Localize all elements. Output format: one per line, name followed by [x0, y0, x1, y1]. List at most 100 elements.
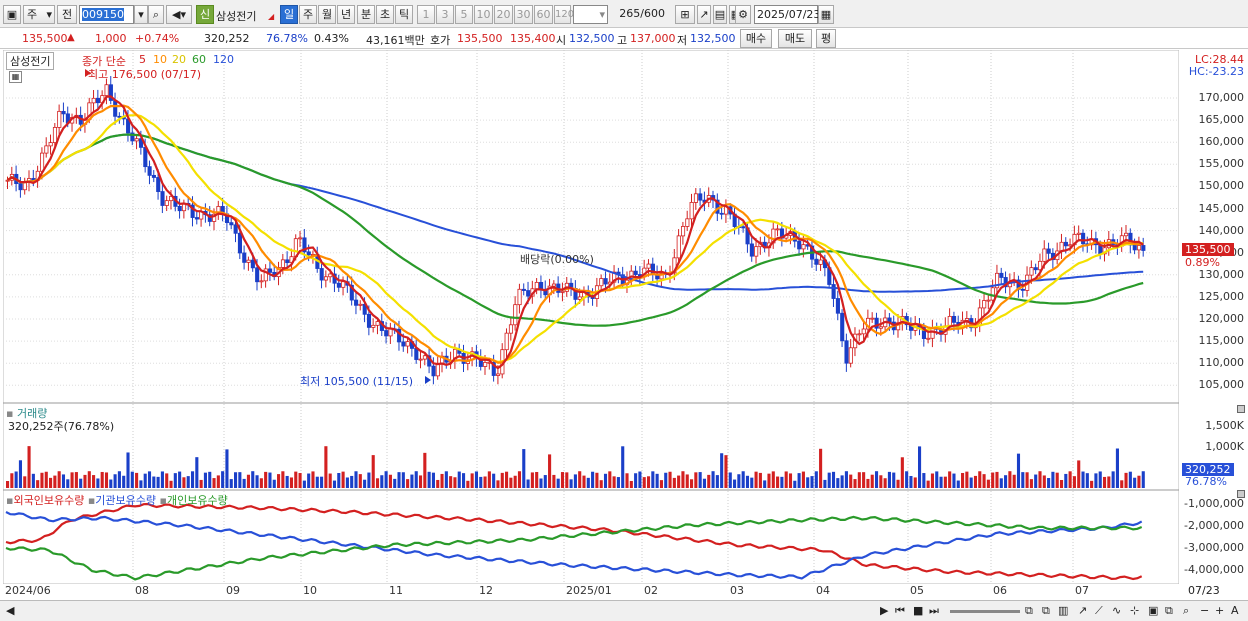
sell-button[interactable]: 매도 — [778, 29, 812, 48]
crosshair-icon[interactable]: ⊹ — [1130, 604, 1140, 617]
tab-tick[interactable]: 틱 — [395, 5, 413, 24]
quote-change-pct: +0.74% — [135, 32, 180, 45]
trend-line-icon[interactable]: ⟋ — [1095, 604, 1103, 617]
volume-bar — [956, 480, 960, 488]
volume-bar — [457, 471, 461, 488]
interval-60[interactable]: 60 — [534, 5, 553, 24]
volume-bar — [638, 471, 642, 488]
volume-bar — [14, 471, 18, 488]
interval-10[interactable]: 10 — [474, 5, 493, 24]
zoom-slider[interactable] — [950, 610, 1020, 613]
volume-bar — [965, 471, 969, 488]
zoom-out-icon[interactable]: − — [1200, 604, 1210, 617]
tab-day[interactable]: 일 — [280, 5, 298, 24]
stock-code-input[interactable]: 009150 — [79, 5, 134, 24]
candle-body — [358, 303, 363, 306]
chart-layout-icon[interactable]: ▥ — [1058, 604, 1069, 617]
candle-body — [134, 138, 139, 142]
trend-up-icon[interactable]: ↗ — [1078, 604, 1088, 617]
gear-icon[interactable]: ⚙ — [735, 5, 751, 24]
interval-20[interactable]: 20 — [494, 5, 513, 24]
copy-icon[interactable]: ⧉ — [1025, 604, 1033, 617]
interval-3[interactable]: 3 — [436, 5, 454, 24]
image-icon[interactable]: ▣ — [1148, 604, 1159, 617]
candle-body — [560, 290, 565, 293]
x-axis-label: 2024/06 — [5, 584, 51, 597]
buy-button[interactable]: 매수 — [740, 29, 772, 48]
candle-body — [878, 326, 883, 329]
volume-bar — [44, 471, 48, 488]
search-icon[interactable]: ⌕ — [148, 5, 164, 24]
margin-badge: 신 — [196, 5, 214, 24]
volume-bar — [801, 471, 805, 488]
candle-body — [818, 259, 823, 265]
volume-tag-pct: 76.78% — [1185, 475, 1227, 488]
calendar-icon[interactable]: ▦ — [818, 5, 834, 24]
tab-week[interactable]: 주 — [299, 5, 317, 24]
grid-toggle-icon[interactable]: ▦ — [9, 71, 22, 83]
tab-minute[interactable]: 분 — [357, 5, 375, 24]
tab-month[interactable]: 월 — [318, 5, 336, 24]
candle-body — [517, 288, 522, 306]
volume-bar — [1081, 471, 1085, 488]
draw-tool-icon[interactable]: ↗ — [697, 5, 711, 24]
speaker-icon[interactable]: ◀▾ — [166, 5, 192, 24]
search-icon[interactable]: ⌕ — [1183, 604, 1190, 617]
volume-bar — [70, 472, 74, 488]
candle-body — [414, 348, 419, 360]
tab-second[interactable]: 초 — [376, 5, 394, 24]
volume-bar — [831, 471, 836, 488]
candle-body — [328, 273, 333, 278]
eval-button[interactable]: 평 — [816, 29, 836, 48]
custom-interval-select[interactable]: ▾ — [573, 5, 608, 24]
volume-bar — [406, 479, 410, 488]
candle-body — [91, 97, 96, 104]
volume-bar — [599, 480, 603, 488]
volume-bar — [492, 473, 496, 488]
candle-body — [646, 263, 651, 269]
volume-bar — [173, 473, 177, 488]
volume-bar — [694, 472, 698, 488]
volume-bar — [268, 472, 272, 488]
candle-body — [48, 142, 53, 147]
save-icon[interactable]: ▤ — [713, 5, 727, 24]
window-menu-icon[interactable]: ▣ — [3, 5, 21, 24]
code-dropdown-icon[interactable]: ▾ — [134, 5, 148, 24]
candle-body — [982, 300, 987, 309]
volume-bar — [1012, 474, 1016, 488]
pane-close-icon[interactable] — [1237, 490, 1245, 498]
period-select[interactable]: 주 ▾ — [23, 5, 55, 24]
bid-price: 135,400 — [510, 32, 556, 45]
layout-icon[interactable]: ⧉ — [1042, 604, 1050, 617]
volume-bar — [337, 473, 341, 488]
zoom-in-icon[interactable]: + — [1215, 604, 1225, 617]
copy-chart-icon[interactable]: ⧉ — [1165, 604, 1173, 617]
volume-bar — [96, 478, 100, 488]
volume-bar — [836, 478, 840, 488]
pane-close-icon[interactable] — [1237, 405, 1245, 413]
volume-bar — [36, 480, 40, 488]
date-input[interactable]: 2025/07/23 — [754, 5, 820, 24]
interval-30[interactable]: 30 — [514, 5, 533, 24]
rewind-icon[interactable]: ⏮ — [895, 604, 905, 617]
price-chart[interactable] — [3, 50, 1179, 584]
interval-5[interactable]: 5 — [455, 5, 473, 24]
fast-forward-icon[interactable]: ⏭ — [929, 604, 939, 617]
volume-bar — [496, 480, 500, 488]
chart-type-icon[interactable]: ⊞ — [675, 5, 695, 24]
volume-bar — [780, 476, 784, 488]
interval-120[interactable]: 120 — [554, 5, 574, 24]
scroll-left-icon[interactable]: ◀ — [6, 604, 15, 617]
stop-icon[interactable]: ■ — [913, 604, 924, 617]
volume-bar — [100, 471, 104, 488]
low-label: 저 — [677, 34, 688, 47]
wave-icon[interactable]: ∿ — [1112, 604, 1122, 617]
tab-year[interactable]: 년 — [337, 5, 355, 24]
bar-count[interactable]: 265/600 — [619, 7, 665, 20]
scroll-right-icon[interactable]: ▶ — [880, 604, 889, 617]
font-size-icon[interactable]: A — [1231, 604, 1239, 617]
volume-bar — [819, 448, 823, 488]
mode-select[interactable]: 전 — [57, 5, 77, 24]
interval-1[interactable]: 1 — [417, 5, 435, 24]
volume-bar — [909, 475, 913, 488]
